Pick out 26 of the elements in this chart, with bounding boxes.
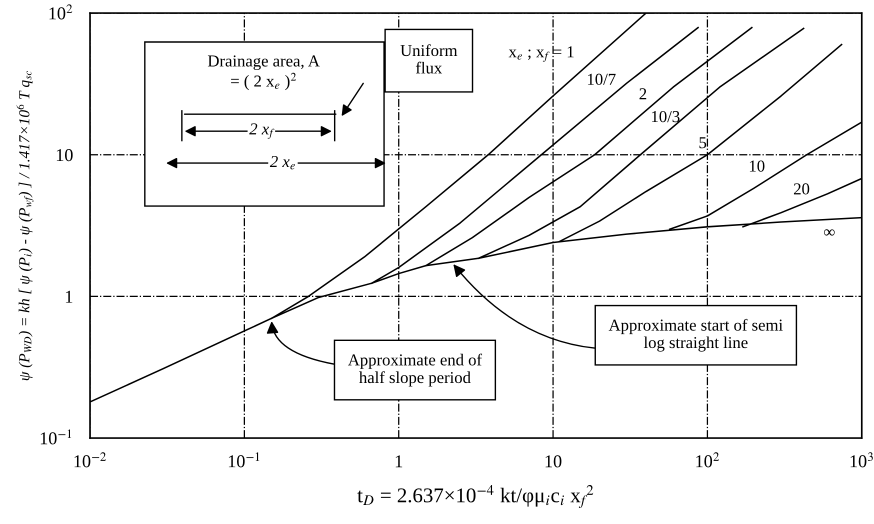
annotation: Uniform flux bbox=[400, 44, 458, 74]
series-label: 2 bbox=[640, 88, 646, 100]
annotation: 2 x$_{f}$ bbox=[249, 123, 274, 139]
annotation: Approximate start of semi log straight line bbox=[608, 318, 783, 352]
series-label: ∞ bbox=[824, 229, 835, 236]
series-label: x$_{e}$ ; x$_{f}$ = 1 bbox=[508, 46, 574, 62]
x-tick-label: 1 bbox=[396, 455, 402, 468]
text: t$_{D}$ = 2.637×10$^{−4}$ kt/φμ$_{i}$c$_{i}$ x$_{f}$$^{2}$ bbox=[357, 484, 594, 508]
y-tick-label: 1 bbox=[66, 290, 72, 303]
x-tick-label: 10$^{2}$ bbox=[696, 452, 720, 468]
x-tick-label: 10 bbox=[546, 455, 562, 468]
annotation: Drainage area, A = ( 2 x$_{e}$ )$^{2}$ bbox=[208, 55, 320, 90]
x-tick-label: 10$^{−2}$ bbox=[74, 452, 106, 468]
series-label: 10/3 bbox=[652, 110, 680, 122]
series-label: 5 bbox=[699, 137, 706, 148]
annotation: 2 x$_{e}$ bbox=[270, 156, 295, 170]
series-label: 10/7 bbox=[588, 74, 616, 85]
x-tick-label: 10$^{−1}$ bbox=[228, 452, 260, 468]
series-label: 10 bbox=[750, 160, 764, 172]
x-tick-label: 10$^{3}$ bbox=[850, 452, 873, 468]
y-tick-label: 10 bbox=[56, 149, 73, 162]
y-tick-label: 10$^{−1}$ bbox=[40, 429, 72, 444]
annotation: Approximate end of half slope period bbox=[348, 354, 482, 387]
series-label: 20 bbox=[794, 183, 810, 195]
text: ψ (P$_{WD}$) = kh [ ψ (P$_{i}$) - ψ (P$_{wf}$) ] / 1.417×10$^{6}$ T q$_{sc}$ bbox=[16, 70, 34, 380]
y-tick-label: 10$^{2}$ bbox=[49, 4, 72, 20]
